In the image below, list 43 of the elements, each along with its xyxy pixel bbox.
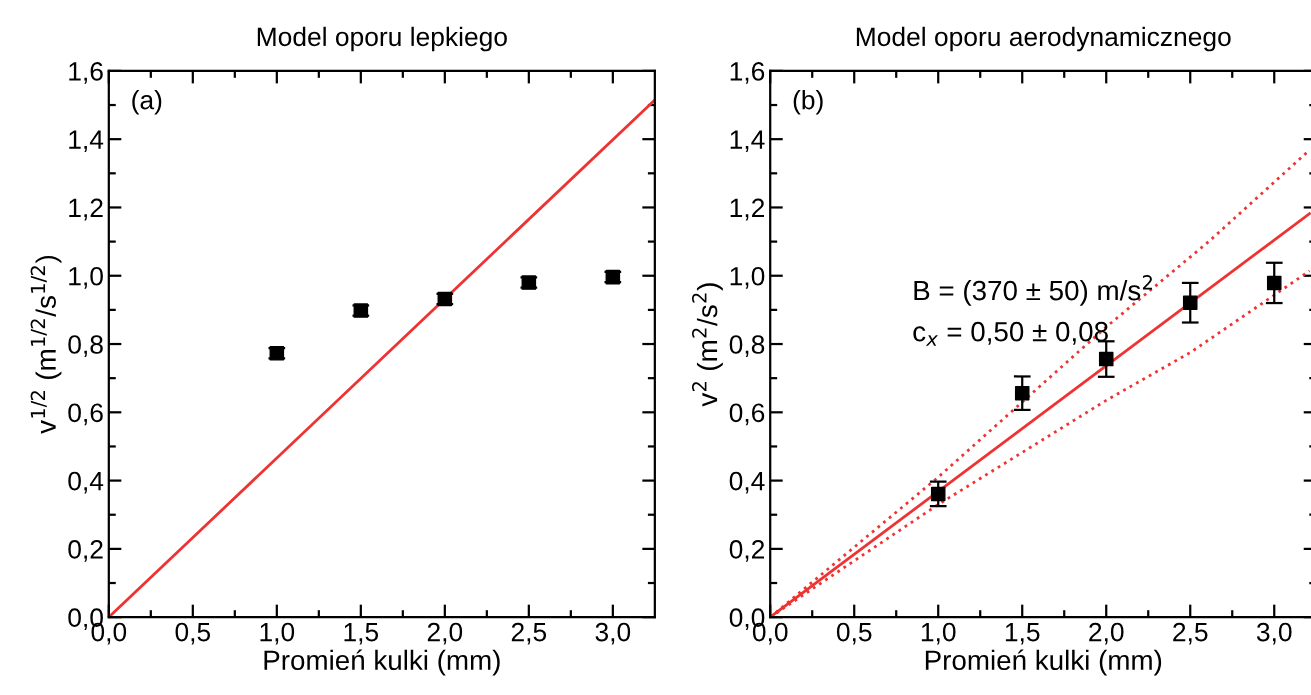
x-tick-label: 2,5	[1173, 622, 1208, 645]
y-tick-label: 0,6	[68, 403, 103, 426]
y-tick-label: 0,8	[68, 335, 103, 357]
x-axis-title: Promień kulki (mm)	[925, 649, 1162, 676]
chart-title: Model oporu lepkiego	[257, 26, 507, 52]
x-tick-label: 0,5	[836, 622, 872, 645]
y-tick-label: 0,2	[68, 540, 103, 562]
annotation: (b)	[793, 90, 823, 115]
x-tick-label: 3,0	[1256, 622, 1292, 645]
y-axis-title: v$^{1/2}$ (m$^{1/2}$/s$^{1/2}$)	[30, 255, 62, 434]
y-tick-label: 0,6	[729, 403, 765, 426]
point	[1266, 275, 1282, 291]
point	[930, 486, 946, 502]
y-tick-label: 1,4	[69, 130, 104, 153]
x-tick-label: 2,5	[511, 622, 547, 645]
y-axis-title: v$^{2}$ (m$^{2}$/s$^{2}$)	[692, 283, 723, 407]
x-tick-label: 1,5	[1005, 622, 1040, 645]
point	[1182, 295, 1198, 310]
x-tick-label: 2,0	[1089, 622, 1124, 645]
y-tick-label: 1,6	[730, 62, 765, 84]
y-tick-label: 0,8	[729, 335, 765, 357]
chart-title: Model oporu aerodynamicznego	[856, 26, 1231, 52]
point	[1014, 385, 1030, 401]
x-tick-label: 0,5	[175, 622, 211, 645]
annotation: c$_{x}$ = 0,50 ± 0,08	[913, 321, 1108, 346]
annotation: (a)	[132, 90, 162, 115]
x-tick-label: 2,0	[427, 622, 463, 645]
y-tick-label: 1,0	[730, 266, 765, 289]
y-tick-label: 1,2	[730, 198, 765, 221]
x-axis-title: Promień kulki (mm)	[264, 649, 500, 676]
y-tick-label: 1,6	[69, 62, 103, 84]
x-tick-label: 1,0	[260, 622, 295, 645]
y-tick-label: 1,4	[730, 130, 765, 153]
x-tick-label: 3,0	[595, 622, 631, 645]
point	[1098, 351, 1114, 367]
y-tick-label: 0,4	[68, 471, 104, 494]
x-tick-label: 1,0	[921, 622, 956, 645]
x-tick-label: 1,5	[344, 622, 379, 645]
y-tick-label: 1,0	[69, 266, 103, 289]
y-tick-label: 1,2	[69, 198, 103, 221]
y-tick-label: 0,4	[729, 471, 765, 494]
annotation: B = (370 ± 50) m/s$^{2}$	[914, 275, 1152, 306]
y-tick-label: 0,2	[729, 540, 765, 562]
